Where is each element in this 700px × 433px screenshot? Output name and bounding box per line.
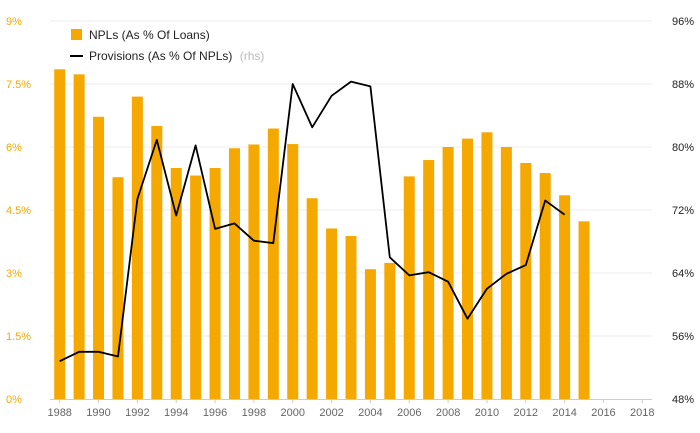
legend-label-provisions: Provisions (As % Of NPLs) (rhs) — [89, 49, 264, 63]
x-axis: 1988 1990 1992 1994 1996 1998 2000 2002 2004 2006… — [47, 399, 655, 419]
left-axis-tick: 6% — [6, 142, 22, 154]
right-axis-tick: 64% — [672, 268, 694, 280]
bar-1990 — [93, 116, 105, 399]
bar-2006 — [403, 176, 415, 399]
bar-1995 — [190, 175, 202, 399]
x-axis-tick-label: 2018 — [630, 407, 654, 419]
x-axis-tick-label: 2016 — [591, 407, 615, 419]
gridlines — [50, 20, 652, 400]
x-axis-tick-label: 1994 — [164, 407, 188, 419]
bar-2014 — [559, 195, 571, 399]
left-axis: 0% 1.5% 3% 4.5% 6% 7.5% 9% — [6, 16, 31, 406]
legend-label-rhs-note: (rhs) — [240, 49, 265, 63]
bar-2008 — [442, 147, 454, 399]
x-axis-tick-label: 2006 — [397, 407, 421, 419]
bar-1997 — [228, 148, 240, 399]
left-axis-tick: 1.5% — [6, 331, 31, 343]
x-axis-tick-label: 1988 — [47, 407, 71, 419]
bar-2003 — [345, 236, 357, 399]
bar-1998 — [248, 144, 260, 399]
bar-2009 — [462, 138, 474, 399]
right-axis: 48% 56% 64% 72% 80% 88% 96% — [672, 16, 694, 406]
bar-2002 — [326, 228, 338, 399]
bar-2007 — [423, 160, 435, 399]
bar-2000 — [287, 144, 299, 399]
right-axis-tick: 48% — [672, 394, 694, 406]
left-axis-tick: 0% — [6, 394, 22, 406]
x-axis-tick-label: 2004 — [358, 407, 382, 419]
x-axis-tick-label: 2000 — [280, 407, 304, 419]
bar-1999 — [267, 128, 279, 399]
bar-2012 — [520, 162, 532, 399]
bar-2005 — [384, 262, 396, 399]
bar-1988 — [54, 69, 66, 400]
bar-1993 — [151, 126, 163, 399]
bar-2004 — [364, 269, 376, 399]
bar-1994 — [170, 168, 182, 399]
bar-1996 — [209, 168, 221, 399]
x-axis-tick-label: 1996 — [203, 407, 227, 419]
x-axis-tick-label: 2010 — [475, 407, 499, 419]
right-axis-tick: 96% — [672, 16, 694, 28]
legend: NPLs (As % Of Loans) Provisions (As % Of… — [70, 28, 264, 63]
x-axis-tick-label: 2002 — [319, 407, 343, 419]
legend-swatch-npls — [71, 29, 82, 40]
x-axis-tick-label: 2014 — [552, 407, 576, 419]
bar-2015 — [578, 221, 590, 399]
provisions-line-group — [59, 80, 566, 363]
right-axis-tick: 56% — [672, 331, 694, 343]
left-axis-tick: 9% — [6, 16, 22, 28]
x-axis-tick-label: 2008 — [436, 407, 460, 419]
left-axis-tick: 4.5% — [6, 205, 31, 217]
x-axis-tick-label: 1998 — [242, 407, 266, 419]
right-axis-tick: 72% — [672, 205, 694, 217]
left-axis-tick: 7.5% — [6, 79, 31, 91]
bar-1989 — [73, 74, 85, 399]
legend-label-provisions-name: Provisions (As % Of NPLs) — [89, 49, 232, 63]
right-axis-tick: 80% — [672, 142, 694, 154]
provisions-line — [59, 80, 566, 363]
npl-bars — [54, 69, 590, 400]
legend-label-npls: NPLs (As % Of Loans) — [89, 28, 210, 42]
right-axis-tick: 88% — [672, 79, 694, 91]
left-axis-tick: 3% — [6, 268, 22, 280]
bar-1991 — [112, 177, 124, 399]
bar-1992 — [131, 96, 143, 399]
x-axis-tick-label: 2012 — [514, 407, 538, 419]
x-axis-tick-label: 1990 — [86, 407, 110, 419]
bar-2013 — [539, 173, 551, 399]
bar-2010 — [481, 132, 493, 400]
x-axis-tick-label: 1992 — [125, 407, 149, 419]
bar-2001 — [306, 198, 318, 399]
